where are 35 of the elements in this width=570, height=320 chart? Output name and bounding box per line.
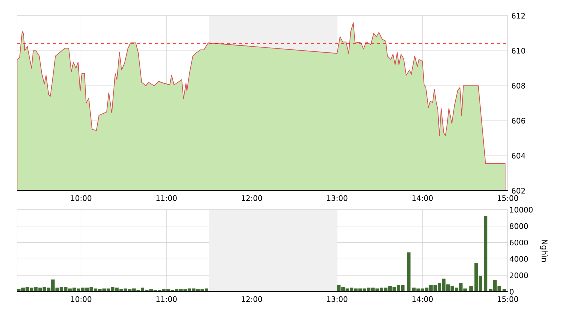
bar — [192, 288, 196, 292]
bar — [376, 288, 380, 292]
bar — [438, 282, 442, 292]
bar — [342, 287, 346, 292]
bar — [102, 288, 106, 292]
bar — [124, 288, 128, 292]
bar — [111, 287, 115, 292]
y-axis-title: Nghìn — [540, 240, 548, 262]
bar — [416, 288, 420, 292]
bar — [90, 287, 94, 292]
bar — [392, 287, 396, 292]
bar — [450, 286, 454, 292]
bar — [60, 287, 64, 292]
bar — [429, 285, 433, 292]
bar — [132, 288, 136, 292]
bar — [94, 288, 98, 292]
bar — [337, 285, 341, 292]
bar — [401, 285, 405, 292]
bar — [188, 288, 192, 292]
bar — [420, 288, 424, 292]
bar — [26, 287, 30, 292]
bar — [51, 280, 55, 292]
bar — [434, 285, 438, 292]
bar — [493, 280, 497, 292]
bar — [459, 282, 463, 292]
bar — [354, 288, 358, 292]
bar — [42, 287, 46, 292]
bar — [346, 288, 350, 292]
bar — [64, 287, 68, 292]
bar — [362, 288, 366, 292]
bar — [358, 288, 362, 292]
bar — [106, 288, 110, 292]
bar — [442, 278, 446, 292]
bar — [68, 288, 72, 292]
bar — [34, 287, 38, 292]
